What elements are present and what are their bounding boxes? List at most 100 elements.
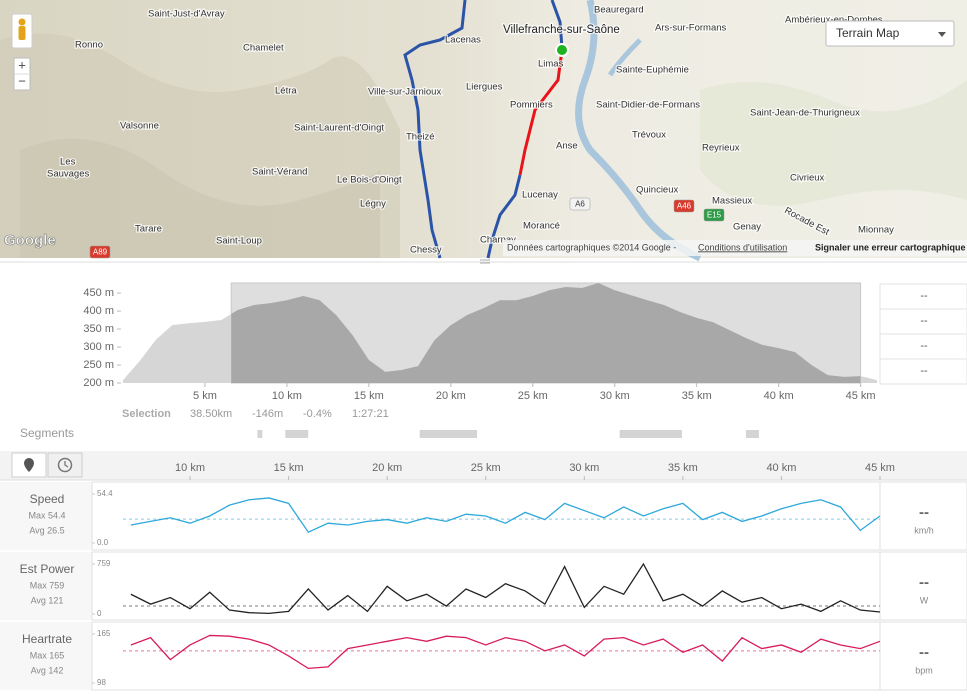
x-tick-label: 30 km bbox=[600, 390, 630, 402]
y-tick-label: 300 m bbox=[83, 341, 114, 353]
max-label: Max 165 bbox=[30, 650, 65, 660]
y-tick-label: 165 bbox=[97, 629, 111, 638]
road-shield bbox=[89, 245, 111, 259]
place-label: Morancé bbox=[523, 221, 560, 232]
road-shield-label: A6 bbox=[575, 200, 585, 209]
chart-panel bbox=[0, 622, 92, 690]
stat-value: -- bbox=[920, 365, 928, 377]
segment-bar bbox=[285, 430, 309, 438]
zoom-out[interactable]: − bbox=[18, 73, 26, 88]
resize-handle[interactable] bbox=[480, 259, 490, 264]
place-label: Saint-Just-d'Avray bbox=[148, 9, 225, 20]
selection-grade: -0.4% bbox=[303, 408, 332, 420]
y-tick-label: 200 m bbox=[83, 377, 114, 389]
place-label: Ville-sur-Jarnioux bbox=[368, 87, 441, 98]
place-label: Légny bbox=[360, 199, 386, 210]
value-panel bbox=[879, 551, 967, 621]
terrain-shade bbox=[0, 33, 400, 259]
stat-value: -- bbox=[920, 315, 928, 327]
map-labels: Saint-Just-d'Avray Ronno Chamelet Létra Vals… bbox=[46, 3, 895, 259]
max-label: Max 54.4 bbox=[28, 510, 65, 520]
avg-label: Avg 142 bbox=[31, 665, 64, 675]
y-tick-label: 0 bbox=[97, 609, 102, 618]
segment-bar bbox=[257, 430, 263, 438]
y-tick-label: 0.0 bbox=[97, 538, 109, 547]
map-tab[interactable] bbox=[11, 452, 47, 478]
terrain-shade bbox=[20, 138, 380, 258]
place-label: Sauvages bbox=[47, 169, 90, 180]
stat-value: -- bbox=[920, 340, 928, 352]
dropdown-box bbox=[825, 20, 955, 47]
place-label: Saint-Didier-de-Formans bbox=[596, 100, 700, 111]
selection-distance: 38.50km bbox=[190, 408, 232, 420]
segment-bar bbox=[619, 430, 682, 438]
selection-time: 1:27:21 bbox=[352, 408, 389, 420]
pin-icon bbox=[24, 458, 34, 472]
stat-value: -- bbox=[920, 290, 928, 302]
route-selection bbox=[518, 49, 564, 176]
pegman-body bbox=[18, 26, 26, 40]
x-tick-label: 30 km bbox=[569, 462, 599, 474]
map[interactable]: Saint-Just-d'Avray Ronno Chamelet Létra Vals… bbox=[0, 0, 967, 262]
series-line bbox=[130, 497, 881, 534]
x-tick-label: 25 km bbox=[518, 390, 548, 402]
place-label: Limas bbox=[538, 59, 564, 70]
place-label: Anse bbox=[556, 141, 578, 152]
elevation-area-selected bbox=[231, 283, 861, 383]
place-label: Valsonne bbox=[120, 121, 159, 132]
map-type: Terrain Map bbox=[836, 26, 900, 40]
y-tick-label: 759 bbox=[97, 559, 111, 568]
place-label: Liergues bbox=[466, 82, 503, 93]
x-tick-label: 15 km bbox=[274, 462, 304, 474]
place-label: Lacenas bbox=[445, 35, 481, 46]
chart-title: Heartrate bbox=[22, 632, 72, 646]
road-shield bbox=[569, 197, 591, 211]
river bbox=[575, 0, 702, 262]
segment-bar bbox=[419, 430, 478, 438]
road-shield-label: E15 bbox=[707, 211, 722, 220]
dropdown-arrow bbox=[938, 32, 946, 37]
attribution-bar bbox=[503, 240, 967, 256]
selection-label: Selection bbox=[122, 408, 171, 420]
place-label: Ars-sur-Formans bbox=[655, 23, 727, 34]
time-tab[interactable] bbox=[47, 452, 83, 478]
clock-icon bbox=[57, 457, 73, 473]
clock-hands bbox=[64, 461, 69, 468]
road-shield bbox=[673, 199, 695, 213]
x-tick-label: 15 km bbox=[354, 390, 384, 402]
unit-label: bpm bbox=[915, 665, 933, 675]
place-label: Massieux bbox=[712, 196, 752, 207]
current-value: -- bbox=[919, 574, 929, 591]
pegman[interactable] bbox=[11, 13, 33, 49]
map-type-dropdown[interactable]: Terrain Map bbox=[825, 20, 955, 47]
y-tick-label: 350 m bbox=[83, 323, 114, 335]
place-label: Lucenay bbox=[522, 190, 558, 201]
place-label: Pommiers bbox=[510, 100, 553, 111]
plot-area bbox=[91, 551, 881, 621]
avg-label: Avg 26.5 bbox=[29, 525, 64, 535]
place-label: Mionnay bbox=[858, 225, 894, 236]
series-line bbox=[130, 634, 881, 670]
chart-title: Est Power bbox=[20, 562, 75, 576]
terms-link[interactable]: Conditions d'utilisation bbox=[698, 242, 787, 252]
zoom-in[interactable]: + bbox=[18, 57, 26, 72]
chart-title: Speed bbox=[30, 492, 65, 506]
x-tick-label: 20 km bbox=[436, 390, 466, 402]
x-tick-label: 45 km bbox=[865, 462, 895, 474]
plot-area bbox=[91, 621, 881, 691]
place-label: Genay bbox=[733, 222, 761, 233]
x-tick-label: 40 km bbox=[764, 390, 794, 402]
place-label: Chamelet bbox=[243, 43, 284, 54]
road-shield-label: A46 bbox=[677, 202, 692, 211]
report-link[interactable]: Signaler une erreur cartographique bbox=[815, 242, 966, 252]
current-value: -- bbox=[919, 504, 929, 521]
route bbox=[486, 174, 522, 259]
chart-panel bbox=[0, 552, 92, 620]
series-line bbox=[130, 562, 881, 614]
river bbox=[607, 38, 642, 77]
place-label: Les bbox=[60, 157, 76, 168]
place-label: Civrieux bbox=[790, 173, 825, 184]
avg-label: Avg 121 bbox=[31, 595, 64, 605]
value-panel bbox=[879, 621, 967, 691]
